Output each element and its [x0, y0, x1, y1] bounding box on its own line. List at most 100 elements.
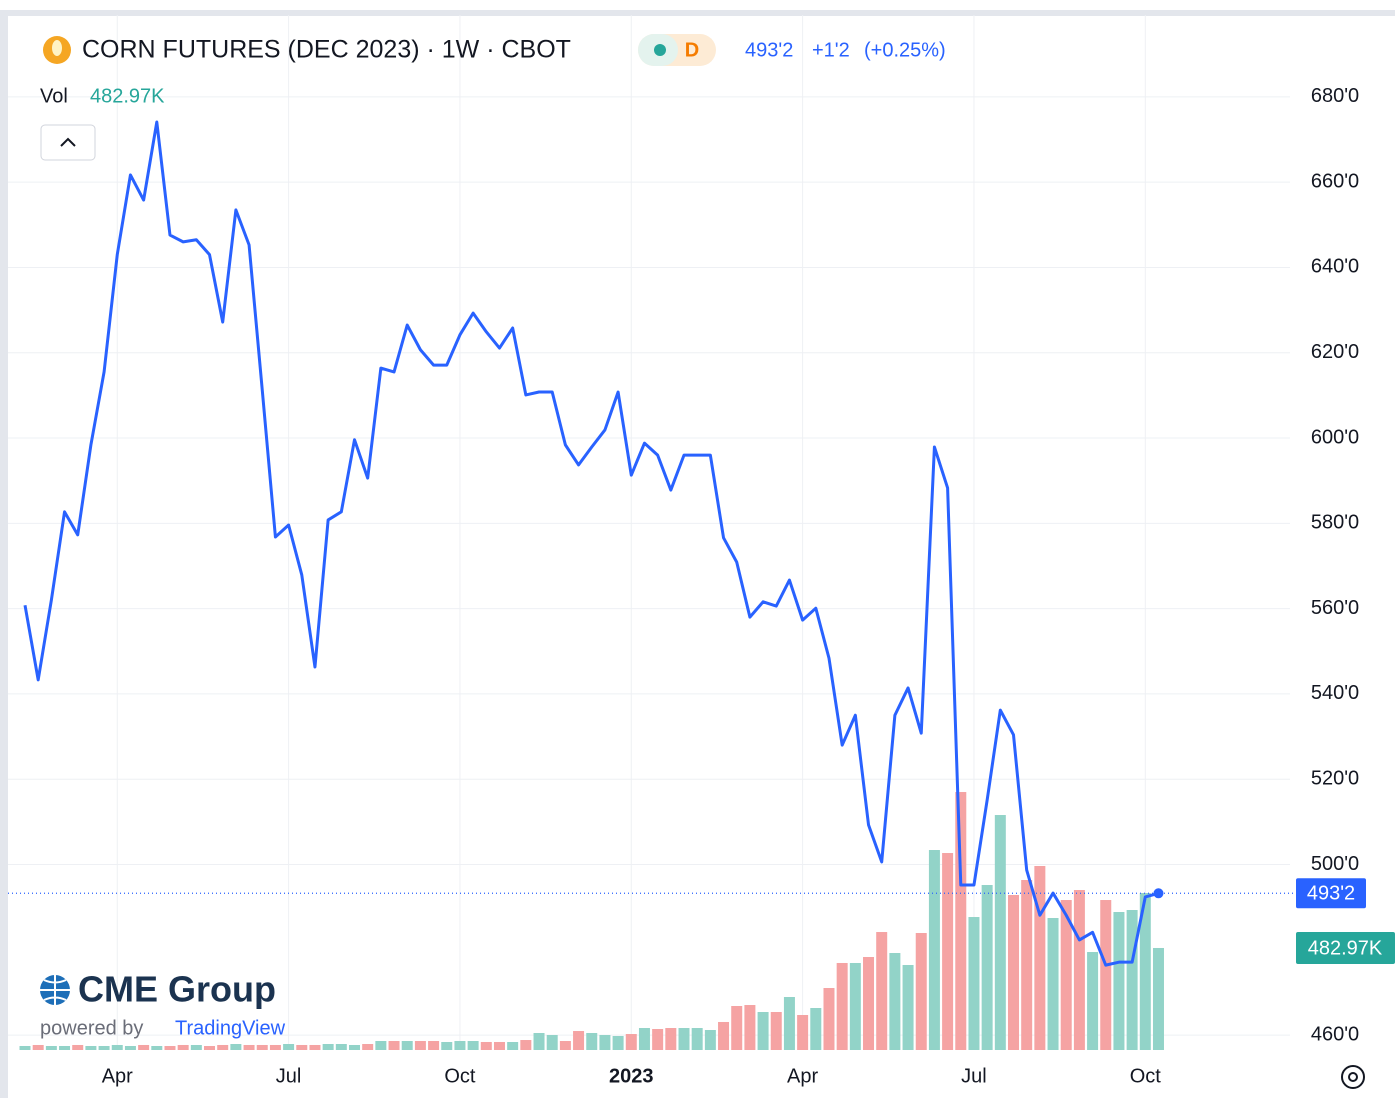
x-tick-label: Jul [276, 1065, 302, 1087]
y-tick-label: 560'0 [1311, 597, 1359, 619]
volume-bar [362, 1044, 374, 1050]
volume-bar [665, 1028, 677, 1050]
y-tick-label: 460'0 [1311, 1023, 1359, 1045]
volume-bar [1047, 918, 1059, 1050]
x-tick-label: Oct [444, 1065, 476, 1087]
y-tick-label: 620'0 [1311, 341, 1359, 363]
volume-bar [59, 1046, 71, 1050]
y-tick-label: 600'0 [1311, 426, 1359, 448]
volume-badge [1296, 931, 1395, 964]
y-tick-label: 500'0 [1311, 853, 1359, 875]
volume-badge-label: 482.97K [1308, 937, 1383, 959]
volume-bar [559, 1041, 571, 1050]
y-tick-label: 580'0 [1311, 512, 1359, 534]
vol-value: 482.97K [90, 85, 165, 107]
volume-bar [401, 1041, 413, 1050]
status-dot [654, 44, 666, 56]
price-badge [1296, 878, 1366, 909]
volume-bar [1139, 893, 1151, 1050]
volume-bar [467, 1041, 479, 1050]
vol-caption: Vol [40, 85, 68, 107]
cme-globe-lines [40, 975, 70, 1005]
cme-logo: CME Group [78, 969, 276, 1010]
volume-bar [111, 1044, 123, 1050]
interval-badge: D [685, 39, 699, 61]
price-badge-label: 493'2 [1307, 883, 1355, 905]
y-tick-label: 540'0 [1311, 682, 1359, 704]
volume-bar [757, 1012, 769, 1050]
y-tick-label: 520'0 [1311, 767, 1359, 789]
volume-bar [230, 1044, 242, 1050]
volume-bar [190, 1044, 202, 1050]
volume-bar [349, 1044, 360, 1050]
volume-bar [164, 1046, 176, 1050]
change-pct: (+0.25%) [864, 39, 946, 61]
powered-by: powered by [40, 1017, 143, 1039]
volume-bar [810, 1008, 822, 1050]
volume-bar [1060, 900, 1072, 1050]
volume-bar [915, 933, 927, 1050]
volume-bar [955, 792, 967, 1050]
volume-bar [981, 885, 993, 1050]
volume-bar [876, 932, 888, 1050]
volume-bar [1100, 900, 1112, 1050]
volume-bar [204, 1046, 216, 1050]
settings-icon[interactable] [1341, 1065, 1365, 1089]
volume-bar [928, 850, 940, 1050]
volume-bar [124, 1046, 136, 1050]
badges: 493'2 482.97K [1296, 878, 1395, 964]
left-border [0, 10, 8, 1098]
volume-bar [638, 1028, 650, 1050]
volume-bar [507, 1041, 519, 1050]
volume-bar [889, 953, 901, 1050]
symbol-icon-corn [52, 40, 62, 56]
change: +1'2 [812, 39, 850, 61]
volume-bar [586, 1032, 598, 1050]
volume-bar [625, 1034, 637, 1050]
volume-bar [454, 1041, 466, 1050]
volume-bar [388, 1041, 400, 1050]
volume-bar [1034, 866, 1046, 1050]
volume-bar [1126, 910, 1138, 1050]
volume-bar [493, 1041, 505, 1050]
settings-icon-center [1348, 1072, 1358, 1082]
y-tick-label: 640'0 [1311, 256, 1359, 278]
volume-bar [428, 1041, 440, 1050]
x-tick-label: Apr [787, 1065, 818, 1087]
last-price: 493'2 [745, 39, 793, 61]
volume-bar [994, 815, 1006, 1050]
volume-bar [32, 1044, 44, 1050]
volume-bar [573, 1031, 585, 1050]
volume-bar [256, 1044, 268, 1050]
volume [19, 792, 1164, 1050]
volume-bar [942, 853, 954, 1050]
x-tick-label: Jul [961, 1065, 987, 1087]
volume-bar [863, 956, 875, 1050]
tradingview: TradingView [175, 1017, 286, 1039]
volume-bar [718, 1021, 730, 1050]
volume-bar [691, 1028, 703, 1050]
volume-bar [1073, 890, 1085, 1050]
grid: 680'0 660'0 640'0 620'0 600'0 580'0 560'0 540'0… [8, 15, 1359, 1087]
y-tick-label: 680'0 [1311, 85, 1359, 107]
volume-bar [744, 1005, 756, 1050]
volume-bar [533, 1032, 545, 1050]
volume-bar [441, 1041, 453, 1050]
volume-bar [151, 1046, 163, 1050]
volume-bar [1021, 880, 1033, 1050]
volume-bar [283, 1044, 295, 1050]
collapse-button[interactable] [40, 124, 96, 161]
volume-bar [520, 1040, 532, 1050]
volume-bar [1113, 912, 1125, 1050]
volume-bar [599, 1035, 611, 1050]
volume-bar [902, 965, 914, 1050]
volume-bar [652, 1029, 664, 1050]
x-tick-label: Oct [1130, 1065, 1162, 1087]
volume-bar [1008, 895, 1019, 1050]
volume-bar [770, 1012, 782, 1050]
collapse-icon [60, 137, 76, 147]
volume-bar [243, 1044, 255, 1050]
volume-bar [414, 1041, 426, 1050]
